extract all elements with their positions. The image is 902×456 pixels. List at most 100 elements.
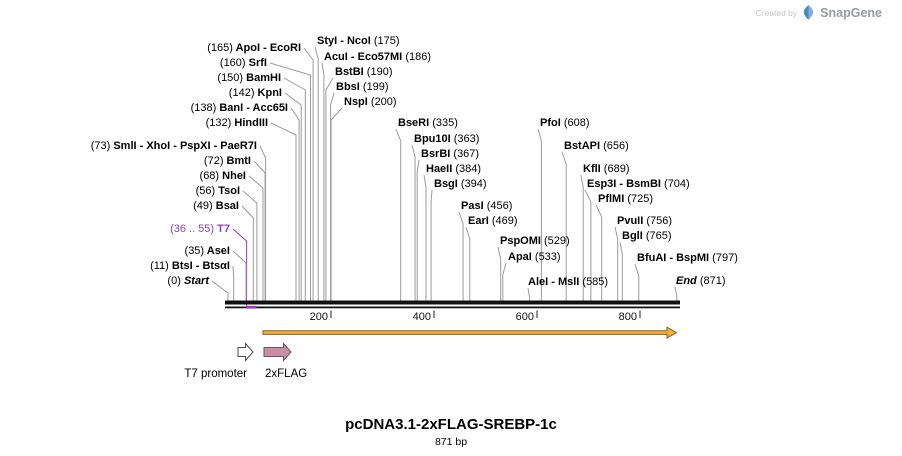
- created-by-text: Created by: [755, 7, 798, 18]
- leader-line: [211, 280, 229, 301]
- leader-line: [674, 286, 678, 301]
- site-label: (142) KpnI: [229, 87, 282, 99]
- site-position: (142): [228, 87, 255, 99]
- site-position: (72): [203, 155, 224, 167]
- leader-line: [321, 62, 325, 301]
- site-label: PasI (456): [461, 200, 512, 212]
- leader-line: [465, 226, 471, 301]
- site-position: (186): [405, 51, 431, 63]
- site-name: ApaI: [508, 251, 532, 263]
- leader-line: [290, 107, 300, 301]
- map-backbone-bottom: [225, 306, 680, 309]
- site-position: (160): [219, 57, 246, 69]
- site-name: HindIII: [234, 117, 268, 129]
- site-label: PspOMI (529): [500, 235, 570, 247]
- leader-line: [458, 211, 464, 301]
- site-label: (56) TsoI: [196, 185, 240, 197]
- site-label: NspI (200): [344, 96, 397, 108]
- leader-line: [502, 262, 507, 301]
- end-label: End (871): [676, 275, 726, 287]
- site-position: (132): [205, 117, 232, 129]
- site-name: Esp3I - BsmBI: [587, 178, 661, 190]
- site-name: BmtI: [226, 155, 251, 167]
- site-label: KflI (689): [583, 163, 629, 175]
- leader-line: [423, 174, 427, 301]
- flag-feature-label: 2xFLAG: [265, 368, 308, 380]
- site-position: (871): [699, 275, 726, 287]
- site-label: Esp3I - BsmBI (704): [587, 178, 690, 190]
- site-label: PfoI (608): [540, 117, 590, 129]
- site-name: NheI: [222, 170, 246, 182]
- site-position: (529): [544, 235, 570, 247]
- site-label: (68) NheI: [200, 170, 246, 182]
- site-label: BbsI (199): [336, 81, 389, 93]
- site-name: PflMI: [598, 193, 625, 205]
- site-label: BsgI (394): [434, 178, 487, 190]
- leader-line: [497, 246, 502, 301]
- site-name: End: [676, 275, 697, 287]
- site-label: (165) ApoI - EcoRI: [207, 42, 301, 54]
- site-position: (68): [199, 170, 220, 182]
- leader-line: [619, 241, 623, 301]
- site-position: (689): [603, 163, 630, 175]
- leader-line: [270, 122, 297, 301]
- site-label: (160) SrfI: [220, 57, 267, 69]
- site-name: BamHI: [246, 72, 281, 84]
- site-name: SrfI: [248, 57, 267, 69]
- ruler-tick-label: 800: [618, 311, 637, 323]
- site-label: (35) AseI: [185, 245, 230, 257]
- site-position: (656): [603, 140, 629, 152]
- site-name: Bpu10I: [414, 133, 451, 145]
- site-label: PvuII (756): [617, 215, 672, 227]
- site-label: Bpu10I (363): [414, 133, 479, 145]
- site-position: (585): [582, 276, 609, 288]
- site-label: ApaI (533): [508, 251, 561, 263]
- site-name: PfoI: [540, 117, 561, 129]
- snapgene-watermark: Created by SnapGene: [756, 5, 882, 20]
- site-label: AleI - MslI (585): [528, 276, 608, 288]
- snapgene-leaf-icon: [804, 5, 814, 20]
- site-position: (384): [455, 163, 482, 175]
- site-name: NspI: [344, 96, 368, 108]
- leader-line: [325, 77, 334, 301]
- ruler-tick-label: 200: [309, 311, 328, 323]
- site-position: (797): [712, 252, 738, 264]
- site-name: TsoI: [218, 185, 240, 197]
- site-position: (190): [366, 66, 393, 78]
- site-label: (11) BtsI - BtsαI: [150, 260, 230, 272]
- leader-line: [269, 62, 311, 301]
- leader-line: [395, 128, 402, 301]
- site-position: (35): [184, 245, 205, 257]
- site-name: PspOMI: [500, 235, 541, 247]
- leader-line: [232, 265, 235, 301]
- site-position: (367): [453, 148, 480, 160]
- site-label: HaeII (384): [426, 163, 481, 175]
- site-name: PasI: [461, 200, 484, 212]
- site-position: (725): [627, 193, 654, 205]
- site-position: (150): [217, 72, 244, 84]
- site-name: BstAPI: [564, 140, 601, 152]
- t7-promoter-feature-label: T7 promoter: [184, 368, 247, 380]
- map-length: 871 bp: [434, 436, 468, 448]
- site-position: (73): [90, 140, 111, 152]
- site-label: (150) BamHI: [217, 72, 281, 84]
- site-name: BbsI: [336, 81, 360, 93]
- site-label: (49) BsaI: [193, 200, 239, 212]
- ruler-tick-label: 400: [412, 311, 431, 323]
- site-label: (73) SmlI - XhoI - PspXI - PaeR7I: [91, 140, 257, 152]
- map-title: pcDNA3.1-2xFLAG-SREBP-1c: [345, 416, 557, 433]
- leader-line: [430, 189, 433, 301]
- leader-line: [284, 92, 302, 301]
- site-name: AseI: [206, 245, 230, 257]
- map-backbone-top: [225, 300, 680, 305]
- site-position: (394): [460, 178, 487, 190]
- leader-line: [416, 159, 420, 301]
- site-label: AcuI - Eco57MI (186): [324, 51, 431, 63]
- site-name: BstBI: [335, 66, 364, 78]
- orf-arrow: [262, 326, 678, 339]
- site-name: EarI: [468, 215, 489, 227]
- site-position: (138): [190, 102, 217, 114]
- site-name: AcuI - Eco57MI: [324, 51, 403, 63]
- site-position: (49): [193, 200, 213, 212]
